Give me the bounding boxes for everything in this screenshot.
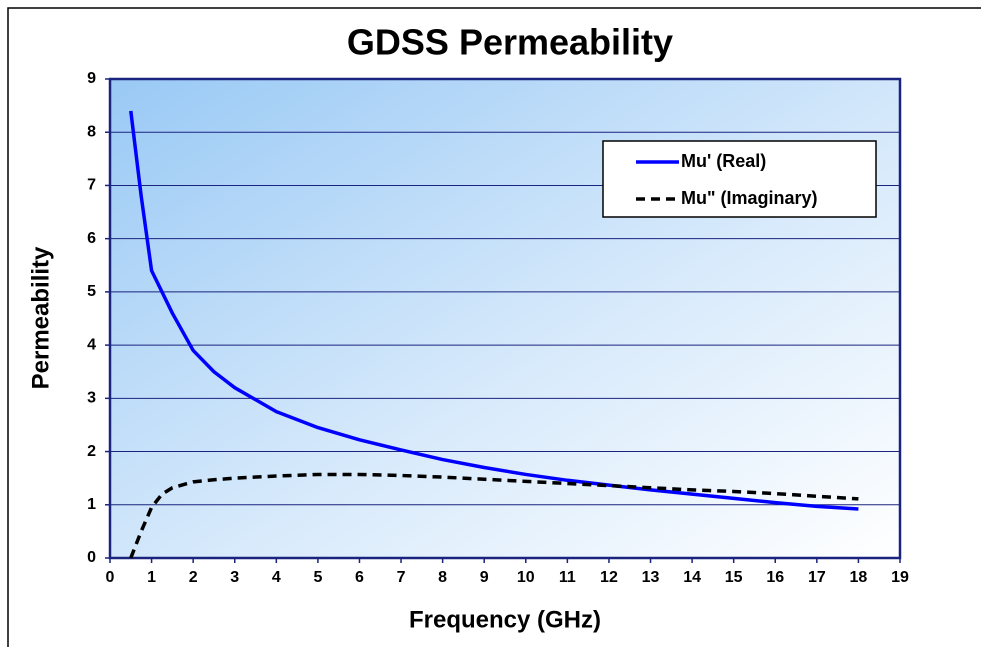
x-tick-label: 2: [189, 569, 198, 586]
y-tick-label: 2: [87, 443, 96, 460]
x-tick-label: 10: [517, 569, 535, 586]
legend-box: [602, 140, 877, 218]
x-axis-label: Frequency (GHz): [409, 606, 601, 633]
x-tick-label: 18: [850, 569, 868, 586]
y-tick-label: 3: [87, 390, 96, 407]
y-tick-label: 0: [87, 549, 96, 566]
legend-label: Mu" (Imaginary): [681, 188, 818, 208]
x-tick-label: 16: [766, 569, 784, 586]
legend-label: Mu' (Real): [681, 151, 766, 171]
x-tick-label: 17: [808, 569, 826, 586]
x-tick-label: 7: [397, 569, 406, 586]
y-tick-label: 5: [87, 283, 96, 300]
x-tick-label: 9: [480, 569, 489, 586]
x-tick-label: 4: [272, 569, 281, 586]
frame: [7, 7, 981, 647]
y-tick-label: 9: [87, 70, 96, 87]
x-tick-label: 12: [600, 569, 618, 586]
series-line: [129, 110, 859, 511]
chart-title: GDSS Permeability: [347, 22, 673, 63]
x-tick-label: 13: [642, 569, 660, 586]
y-tick-label: 1: [87, 496, 96, 513]
x-tick-label: 11: [559, 569, 576, 586]
x-tick-label: 8: [438, 569, 447, 586]
x-tick-label: 1: [147, 569, 156, 586]
x-tick-label: 3: [230, 569, 239, 586]
x-tick-label: 6: [355, 569, 364, 586]
y-tick-label: 6: [87, 230, 96, 247]
series-line: [129, 472, 859, 559]
y-tick-label: 4: [87, 336, 96, 353]
x-tick-label: 0: [106, 569, 115, 586]
x-tick-label: 15: [725, 569, 743, 586]
plot-border: [108, 77, 902, 560]
x-tick-label: 14: [683, 569, 701, 586]
x-tick-label: 19: [891, 569, 909, 586]
x-tick-label: 5: [313, 569, 322, 586]
y-axis-label: Permeability: [27, 246, 54, 389]
y-tick-label: 8: [87, 123, 96, 140]
y-tick-label: 7: [87, 177, 96, 194]
